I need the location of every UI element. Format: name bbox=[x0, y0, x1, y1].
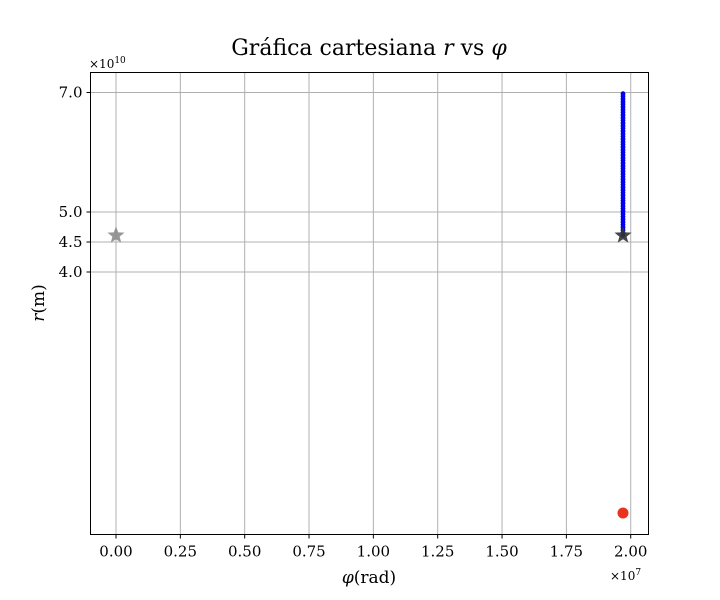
y-multiplier: ×1010 bbox=[89, 56, 126, 71]
y-multiplier-base: ×10 bbox=[89, 57, 114, 71]
y-multiplier-exp: 10 bbox=[114, 56, 126, 66]
chart-title-text: Gráfica cartesiana bbox=[231, 36, 436, 61]
x-tick-label: 1.50 bbox=[485, 543, 518, 561]
x-tick-label: 0.00 bbox=[99, 543, 132, 561]
x-tick-label: 1.75 bbox=[550, 543, 583, 561]
y-axis-label-symbol: r bbox=[29, 313, 49, 322]
chart-title-r: r bbox=[443, 36, 455, 61]
y-axis-label: r(m) bbox=[29, 284, 49, 322]
chart-title-phi: φ bbox=[491, 36, 507, 61]
x-axis-label: φ(rad) bbox=[342, 568, 396, 588]
x-tick-label: 0.50 bbox=[228, 543, 261, 561]
y-tick-label: 5.0 bbox=[59, 203, 83, 221]
x-multiplier-base: ×10 bbox=[610, 569, 635, 583]
x-tick-label: 0.25 bbox=[164, 543, 197, 561]
x-axis-label-unit: (rad) bbox=[354, 568, 396, 588]
y-tick-label: 4.0 bbox=[59, 263, 83, 281]
star-marker bbox=[107, 226, 125, 243]
x-axis-label-symbol: φ bbox=[342, 568, 354, 588]
ticks: 0.00 0.25 0.50 0.75 1.00 1.25 1.50 1.75 2.00 7.0 5… bbox=[59, 84, 648, 561]
star-marker bbox=[614, 226, 632, 243]
x-tick-label: 1.25 bbox=[421, 543, 454, 561]
x-multiplier-exp: 7 bbox=[635, 568, 641, 578]
y-tick-label: 7.0 bbox=[59, 84, 83, 102]
chart-title: Gráfica cartesiana r vs φ bbox=[231, 36, 507, 61]
x-tick-label: 1.00 bbox=[357, 543, 390, 561]
data-layer bbox=[107, 91, 632, 519]
y-axis-label-unit: (m) bbox=[29, 284, 49, 313]
plot-frame bbox=[90, 72, 649, 535]
x-tick-label: 2.00 bbox=[614, 543, 647, 561]
data-point bbox=[620, 91, 626, 97]
grid bbox=[90, 72, 649, 535]
chart-title-vs: vs bbox=[460, 36, 485, 61]
x-tick-label: 0.75 bbox=[292, 543, 325, 561]
circle-marker bbox=[617, 507, 629, 519]
x-multiplier: ×107 bbox=[610, 568, 641, 583]
y-tick-label: 4.5 bbox=[59, 233, 83, 251]
